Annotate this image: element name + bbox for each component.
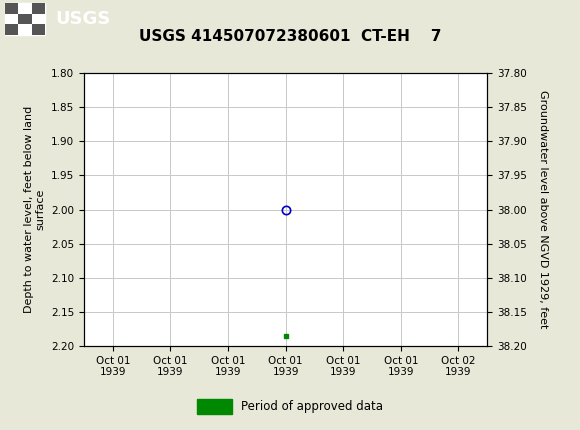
Bar (5, 24, 18, 35)
Bar (197, 399, 232, 414)
Bar (32, 3, 45, 14)
Bar (18, 14, 32, 24)
Text: Period of approved data: Period of approved data (241, 400, 383, 413)
Y-axis label: Depth to water level, feet below land
surface: Depth to water level, feet below land su… (24, 106, 46, 313)
Text: USGS: USGS (55, 10, 110, 28)
Bar (32, 24, 45, 35)
Bar (5, 3, 45, 35)
Y-axis label: Groundwater level above NGVD 1929, feet: Groundwater level above NGVD 1929, feet (538, 90, 548, 329)
Text: USGS 414507072380601  CT-EH    7: USGS 414507072380601 CT-EH 7 (139, 29, 441, 44)
Bar (5, 3, 18, 14)
